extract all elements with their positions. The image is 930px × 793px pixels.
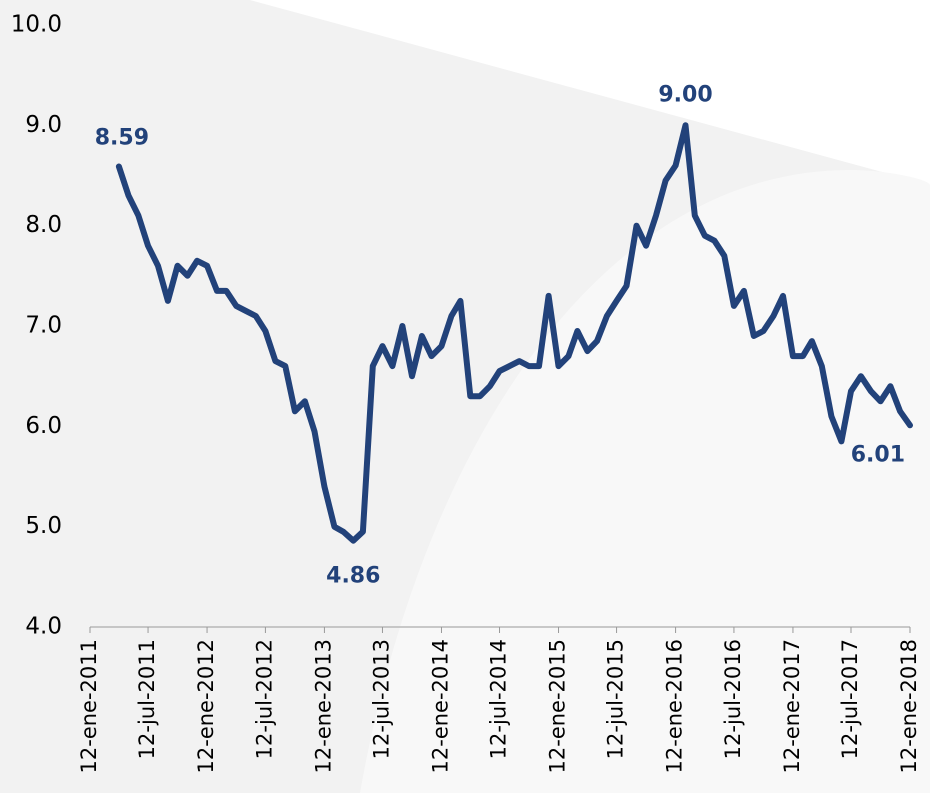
x-tick-label: 12-jul-2016 xyxy=(721,639,745,759)
x-tick-label: 12-jul-2013 xyxy=(369,639,393,759)
x-tick-label: 12-jul-2014 xyxy=(487,639,511,759)
y-tick-label: 7.0 xyxy=(25,313,62,339)
y-tick-label: 10.0 xyxy=(11,12,62,38)
data-label: 6.01 xyxy=(851,442,905,467)
x-tick-label: 12-ene-2016 xyxy=(663,639,687,773)
x-tick-label: 12-ene-2018 xyxy=(897,639,921,773)
line xyxy=(115,122,913,544)
x-tick-label: 12-ene-2017 xyxy=(780,639,804,773)
x-tick-label: 12-ene-2013 xyxy=(311,639,335,773)
y-tick-label: 6.0 xyxy=(25,413,62,439)
background-shape xyxy=(250,0,930,185)
x-tick-label: 12-ene-2012 xyxy=(194,639,218,773)
y-tick-label: 4.0 xyxy=(25,614,62,640)
data-label: 9.00 xyxy=(658,82,712,107)
x-tick-label: 12-jul-2015 xyxy=(604,639,628,759)
x-tick-label: 12-ene-2015 xyxy=(546,639,570,773)
x-tick-label: 12-ene-2011 xyxy=(77,639,101,773)
data-label: 8.59 xyxy=(95,125,149,150)
y-tick-label: 5.0 xyxy=(25,513,62,539)
data-label: 4.86 xyxy=(326,564,380,589)
y-tick-label: 9.0 xyxy=(25,112,62,138)
x-tick-label: 12-jul-2012 xyxy=(252,639,276,759)
x-tick-label: 12-jul-2011 xyxy=(135,639,159,759)
y-tick-label: 8.0 xyxy=(25,212,62,238)
x-tick-label: 12-ene-2014 xyxy=(428,639,452,773)
x-tick-label: 12-jul-2017 xyxy=(838,639,862,759)
